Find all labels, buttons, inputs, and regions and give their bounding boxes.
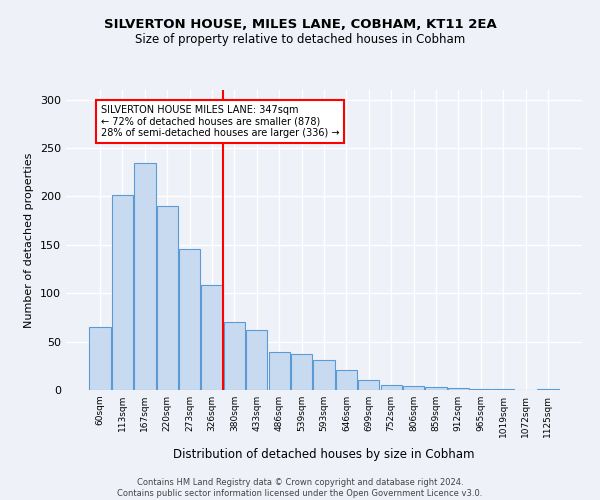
Text: SILVERTON HOUSE MILES LANE: 347sqm
← 72% of detached houses are smaller (878)
28: SILVERTON HOUSE MILES LANE: 347sqm ← 72%… xyxy=(101,104,339,138)
Bar xyxy=(112,194,133,390)
Bar xyxy=(537,389,559,390)
Text: Size of property relative to detached houses in Cobham: Size of property relative to detached ho… xyxy=(135,32,465,46)
X-axis label: Distribution of detached houses by size in Cobham: Distribution of detached houses by size … xyxy=(173,448,475,461)
Text: SILVERTON HOUSE, MILES LANE, COBHAM, KT11 2EA: SILVERTON HOUSE, MILES LANE, COBHAM, KT1… xyxy=(104,18,496,30)
Bar xyxy=(336,370,357,390)
Bar xyxy=(358,380,379,390)
Bar xyxy=(89,327,111,390)
Bar xyxy=(291,354,312,390)
Bar xyxy=(313,360,335,390)
Bar xyxy=(493,389,514,390)
Bar xyxy=(246,330,268,390)
Bar xyxy=(157,206,178,390)
Bar xyxy=(470,389,491,390)
Bar xyxy=(134,162,155,390)
Bar xyxy=(224,322,245,390)
Bar xyxy=(448,388,469,390)
Bar xyxy=(269,352,290,390)
Bar xyxy=(202,284,223,390)
Text: Contains HM Land Registry data © Crown copyright and database right 2024.
Contai: Contains HM Land Registry data © Crown c… xyxy=(118,478,482,498)
Y-axis label: Number of detached properties: Number of detached properties xyxy=(25,152,34,328)
Bar xyxy=(425,387,446,390)
Bar xyxy=(179,248,200,390)
Bar xyxy=(380,385,402,390)
Bar xyxy=(403,386,424,390)
